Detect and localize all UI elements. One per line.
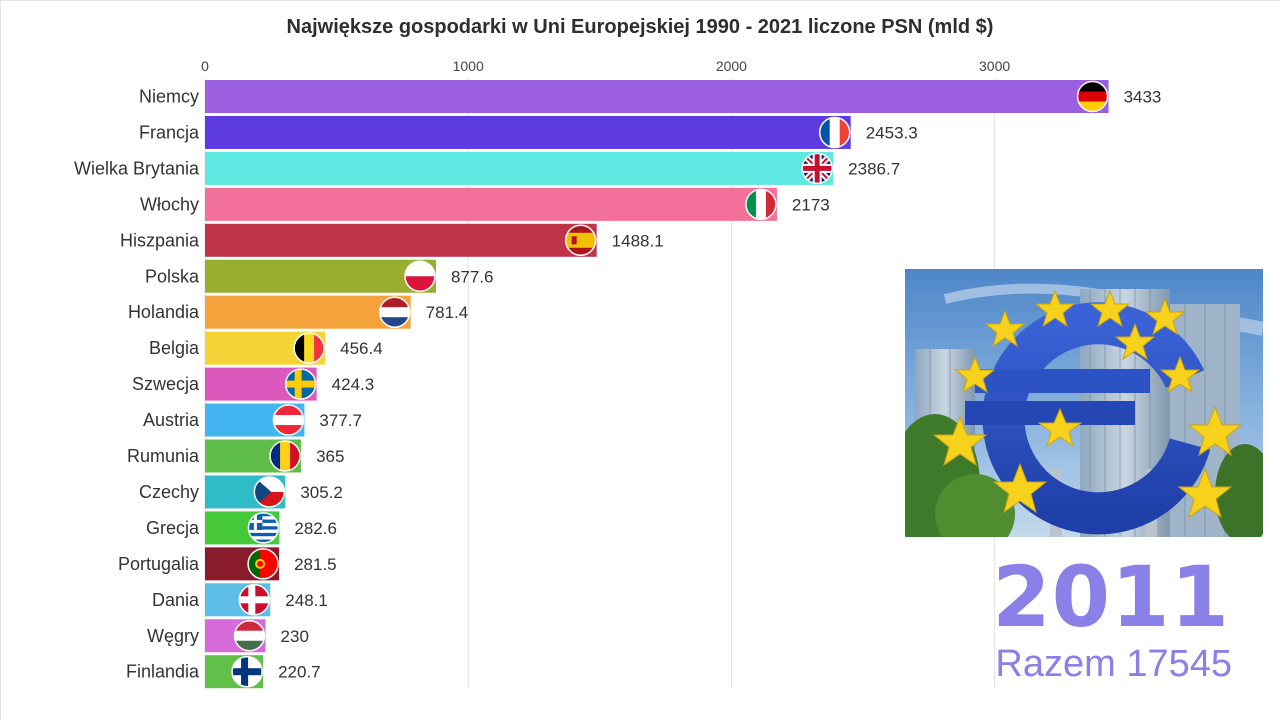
sweden-flag	[284, 368, 317, 400]
value-label: 3433	[1124, 88, 1162, 107]
poland-flag	[404, 260, 436, 292]
bar	[205, 80, 1109, 113]
x-tick-label: 3000	[979, 58, 1010, 74]
bar	[205, 151, 834, 185]
value-label: 877.6	[451, 267, 494, 286]
category-label: Rumunia	[127, 446, 200, 466]
category-label: Niemcy	[139, 87, 199, 107]
bar	[205, 115, 851, 149]
category-label: Dania	[152, 590, 200, 610]
category-label: Austria	[143, 410, 200, 430]
value-label: 781.4	[426, 303, 469, 322]
category-label: Finlandia	[126, 662, 200, 682]
italy-flag	[745, 188, 777, 221]
x-tick-label: 0	[201, 58, 209, 74]
value-label: 248.1	[285, 591, 328, 610]
spain-flag	[564, 224, 597, 257]
france-flag	[818, 116, 851, 149]
denmark-flag	[238, 584, 271, 616]
category-label: Wielka Brytania	[74, 158, 200, 178]
euro-sculpture-photo	[905, 269, 1263, 537]
value-label: 282.6	[294, 519, 337, 538]
netherlands-flag	[378, 296, 411, 328]
top-border	[0, 0, 1280, 1]
value-label: 305.2	[300, 483, 343, 502]
x-tick-label: 2000	[716, 58, 747, 74]
greece-flag	[247, 512, 280, 544]
value-label: 2386.7	[848, 159, 900, 178]
czech-flag	[253, 476, 286, 508]
value-label: 281.5	[294, 555, 337, 574]
category-label: Grecja	[146, 518, 200, 538]
category-label: Hiszpania	[120, 230, 200, 250]
hungary-flag	[233, 620, 266, 652]
belgium-flag	[293, 332, 325, 364]
portugal-flag	[247, 548, 279, 580]
bar	[205, 223, 597, 257]
value-label: 1488.1	[612, 231, 664, 250]
category-label: Szwecja	[132, 374, 200, 394]
bar	[205, 187, 777, 221]
category-label: Belgia	[149, 338, 200, 358]
total-label: Razem 17545	[995, 643, 1232, 685]
value-label: 377.7	[319, 411, 362, 430]
chart-title: Największe gospodarki w Uni Europejskiej…	[286, 16, 994, 38]
uk-flag	[801, 152, 833, 185]
category-label: Francja	[139, 122, 200, 142]
romania-flag	[269, 440, 301, 472]
category-label: Polska	[145, 266, 200, 286]
category-label: Czechy	[139, 482, 199, 502]
germany-flag	[1076, 80, 1109, 113]
value-label: 365	[316, 447, 344, 466]
year-label: 2011	[992, 548, 1230, 646]
bar	[205, 259, 436, 293]
value-label: 456.4	[340, 339, 383, 358]
value-label: 2453.3	[866, 123, 918, 142]
category-label: Portugalia	[118, 554, 200, 574]
bar	[205, 295, 411, 329]
value-label: 230	[281, 627, 309, 646]
value-label: 220.7	[278, 663, 321, 682]
category-label: Węgry	[147, 626, 199, 646]
category-label: Holandia	[128, 302, 200, 322]
finland-flag	[231, 655, 263, 688]
austria-flag	[272, 404, 305, 436]
category-label: Włochy	[140, 194, 199, 214]
left-border	[0, 0, 1, 720]
value-label: 2173	[792, 195, 830, 214]
x-tick-label: 1000	[453, 58, 484, 74]
value-label: 424.3	[332, 375, 375, 394]
